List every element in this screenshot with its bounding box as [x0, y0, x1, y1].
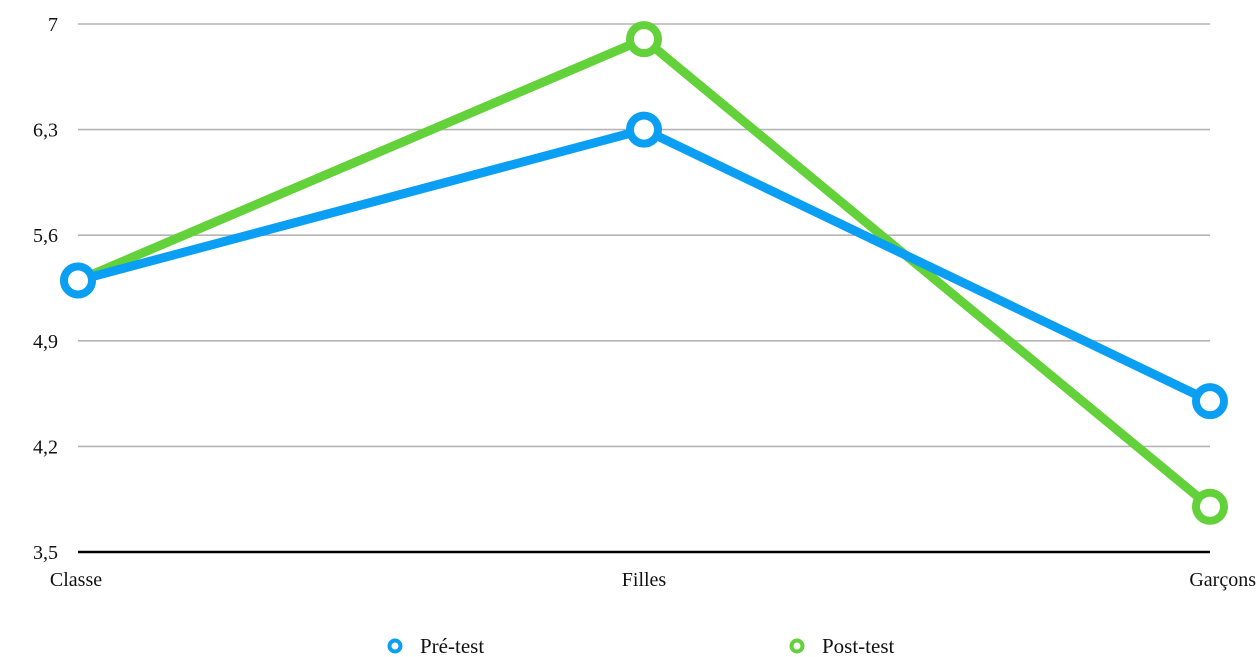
legend-marker	[789, 638, 805, 654]
y-tick-label: 6,3	[33, 120, 58, 142]
x-tick-label: Filles	[622, 569, 667, 591]
y-tick-label: 7	[48, 14, 58, 36]
legend-marker	[387, 638, 403, 654]
series-line-0	[73, 125, 1215, 406]
data-point	[1192, 488, 1228, 525]
x-tick-label: Garçons	[1189, 569, 1256, 591]
gridlines	[78, 23, 1210, 554]
legend-label: Post-test	[822, 634, 895, 657]
legend-item-0: Pré-test	[387, 634, 484, 657]
data-point	[1192, 383, 1228, 420]
data-point	[626, 111, 662, 148]
y-tick-label: 3,5	[33, 542, 58, 564]
series-line-1	[73, 34, 1215, 512]
y-tick-label: 5,6	[33, 225, 58, 247]
legend: Pré-test Post-test	[387, 634, 895, 657]
series-markers	[60, 21, 1228, 525]
y-tick-label: 4,2	[33, 436, 58, 458]
y-axis-ticks: 3,5 4,2 4,9 5,6 6,3 7	[33, 14, 58, 564]
legend-label: Pré-test	[420, 634, 484, 657]
y-tick-label: 4,9	[33, 331, 58, 353]
data-point	[60, 262, 96, 299]
series-lines	[73, 34, 1215, 512]
x-axis-ticks: Classe Filles Garçons	[50, 569, 1256, 591]
data-point	[626, 21, 662, 58]
x-tick-label: Classe	[50, 569, 102, 591]
legend-item-1: Post-test	[789, 634, 895, 657]
